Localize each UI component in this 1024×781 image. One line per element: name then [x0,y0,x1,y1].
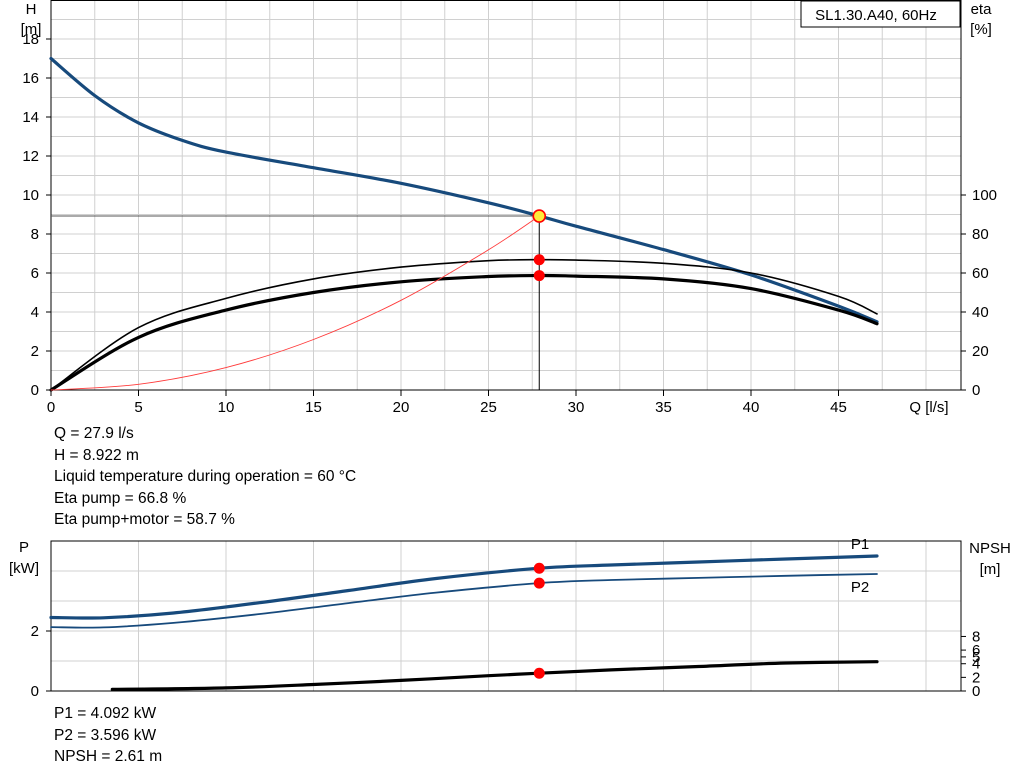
y-axis-label: H [26,1,37,18]
y-right-tick-label: 80 [972,226,989,243]
npsh-tick-label: 2 [972,669,980,686]
npsh-axis-label: NPSH [969,540,1011,557]
x-tick-label: 25 [480,399,497,416]
y-right-axis-unit: [%] [970,21,992,38]
npsh-marker [533,667,545,679]
npsh-tick-label: 6 [972,642,980,659]
p2-marker [533,577,545,589]
x-tick-label: 10 [218,399,235,416]
y-tick-label: 0 [31,382,39,399]
npsh-tick-label: 4 [972,656,980,673]
p-tick-label: 0 [31,683,39,700]
readout-p2: P2 = 3.596 kW [54,726,157,744]
y-axis-unit: [m] [21,21,42,38]
x-axis-label: Q [l/s] [909,399,948,416]
npsh-tick-label: 8 [972,628,980,645]
x-tick-label: 45 [830,399,847,416]
y-tick-label: 2 [31,343,39,360]
readout-head: H = 8.922 m [54,446,139,464]
npsh-axis-unit: [m] [980,561,1001,578]
series-system-curve [50,215,540,391]
x-tick-label: 30 [568,399,585,416]
series-p1 [49,554,879,620]
series-label-p2: P2 [851,579,869,596]
series-h-curve [49,56,879,324]
readout-p1: P1 = 4.092 kW [54,705,157,722]
y-tick-label: 6 [31,265,39,282]
readout-liquid-temperature: Liquid temperature during operation = 60… [54,468,357,485]
npsh-tick-label: 0 [972,683,980,700]
series-eta-pump-motor [49,273,879,392]
power-readout: P1 = 4.092 kW P2 = 3.596 kW NPSH = 2.61 … [54,703,162,768]
title-box [800,0,961,28]
x-tick-label: 40 [743,399,760,416]
y-tick-label: 12 [22,148,39,165]
y-right-tick-label: 20 [972,343,989,360]
chart-title: SL1.30.A40, 60Hz [815,7,937,24]
p-axis-label: P [19,539,29,556]
readout-flow: Q = 27.9 l/s [54,425,134,442]
eta-pump-marker [533,254,545,266]
y-tick-label: 14 [22,109,39,126]
x-tick-label: 35 [655,399,672,416]
y-tick-label: 8 [31,226,39,243]
npsh-tick-label: 5 [972,649,980,666]
x-tick-label: 20 [393,399,410,416]
y-right-tick-label: 100 [972,187,997,204]
x-tick-label: 0 [47,399,55,416]
eta-pump-motor-marker [533,270,545,282]
p-tick-label: 2 [31,623,39,640]
x-tick-label: 5 [134,399,142,416]
y-right-tick-label: 60 [972,265,989,282]
p1-marker [533,562,545,574]
readout-eta-pump-motor: Eta pump+motor = 58.7 % [54,511,235,528]
y-tick-label: 10 [22,187,39,204]
duty-point-marker [532,209,547,223]
y-right-tick-label: 0 [972,382,980,399]
plot-frame-bottom [50,540,962,692]
series-p2 [50,573,878,629]
y-tick-label: 4 [31,304,39,321]
readout-eta-pump: Eta pump = 66.8 % [54,489,187,507]
p-axis-unit: [kW] [9,560,39,577]
series-label-p1: P1 [851,536,869,553]
y-right-axis-label: eta [971,1,993,18]
x-tick-label: 15 [305,399,322,416]
readout-npsh: NPSH = 2.61 m [54,748,163,765]
y-tick-label: 16 [22,70,39,87]
series-npsh [110,660,879,691]
y-right-tick-label: 40 [972,304,989,321]
series-eta-pump [50,258,878,391]
duty-point-readout: Q = 27.9 l/s H = 8.922 m Liquid temperat… [54,423,356,531]
y-tick-label: 18 [22,31,39,48]
